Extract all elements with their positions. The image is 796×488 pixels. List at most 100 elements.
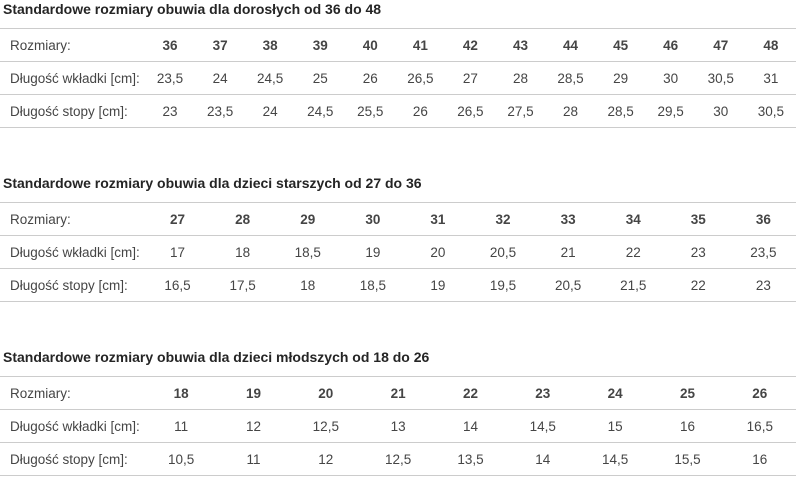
value-cell: 12,5 bbox=[312, 418, 339, 434]
row-label-cell: Długość wkładki [cm]: bbox=[10, 244, 140, 260]
value-cell: 48 bbox=[763, 37, 779, 53]
value-cell: 24,5 bbox=[257, 70, 284, 86]
value-cell: 26,5 bbox=[407, 70, 434, 86]
row-label-cell: Długość wkładki [cm]: bbox=[10, 418, 140, 434]
value-cell: 36 bbox=[162, 37, 178, 53]
value-cell: 30,5 bbox=[707, 70, 734, 86]
value-cell: 43 bbox=[512, 37, 528, 53]
value-cell: 37 bbox=[212, 37, 228, 53]
value-cell: 31 bbox=[430, 211, 446, 227]
value-cell: 18,5 bbox=[359, 277, 386, 293]
shoe-size-charts-page: Standardowe rozmiary obuwia dla dorosłyc… bbox=[0, 1, 796, 476]
value-cell: 34 bbox=[625, 211, 641, 227]
value-cell: 19,5 bbox=[489, 277, 517, 293]
value-cell: 12 bbox=[318, 451, 334, 467]
value-cell: 35 bbox=[690, 211, 706, 227]
row-label-cell: Długość stopy [cm]: bbox=[10, 451, 128, 467]
value-cell: 20 bbox=[318, 385, 334, 401]
value-cell: 23 bbox=[755, 277, 771, 293]
value-cell: 19 bbox=[245, 385, 261, 401]
table-row: Długość wkładki [cm]: 23,5 24 24,5 25 26 26,5 2… bbox=[0, 61, 796, 95]
table-row: Długość stopy [cm]: 10,5 11 12 12,5 13,5 14 14,… bbox=[0, 442, 796, 476]
value-cell: 23 bbox=[690, 244, 706, 260]
table-row: Długość stopy [cm]: 23 23,5 24 24,5 25,5 26 26,… bbox=[0, 94, 796, 128]
value-cell: 33 bbox=[560, 211, 576, 227]
value-cell: 26 bbox=[412, 103, 428, 119]
sizes-header-row: Rozmiary: 18 19 20 21 22 23 24 25 26 bbox=[0, 376, 796, 410]
value-cell: 16 bbox=[752, 451, 768, 467]
size-table-section: Standardowe rozmiary obuwia dla dzieci s… bbox=[0, 175, 796, 302]
row-label-cell: Rozmiary: bbox=[10, 211, 71, 227]
value-cell: 27,5 bbox=[507, 103, 534, 119]
value-cell: 23,5 bbox=[156, 70, 184, 86]
value-cell: 22 bbox=[690, 277, 706, 293]
value-cell: 16 bbox=[679, 418, 695, 434]
value-cell: 24 bbox=[607, 385, 623, 401]
row-label-cell: Długość stopy [cm]: bbox=[10, 103, 128, 119]
value-cell: 18 bbox=[235, 244, 251, 260]
value-cell: 26 bbox=[752, 385, 768, 401]
row-label-cell: Rozmiary: bbox=[10, 37, 71, 53]
value-cell: 40 bbox=[362, 37, 378, 53]
value-cell: 25 bbox=[679, 385, 695, 401]
row-label-cell: Długość stopy [cm]: bbox=[10, 277, 128, 293]
value-cell: 14 bbox=[535, 451, 551, 467]
table-row: Długość stopy [cm]: 16,5 17,5 18 18,5 19 19,5 2… bbox=[0, 268, 796, 302]
sizes-header-row: Rozmiary: 27 28 29 30 31 32 33 34 35 36 bbox=[0, 202, 796, 236]
value-cell: 25 bbox=[312, 70, 328, 86]
value-cell: 29 bbox=[300, 211, 316, 227]
value-cell: 46 bbox=[663, 37, 679, 53]
sizes-header-row: Rozmiary: 36 37 38 39 40 41 42 43 44 45 46 47 48 bbox=[0, 28, 796, 62]
value-cell: 32 bbox=[495, 211, 511, 227]
value-cell: 28 bbox=[563, 103, 579, 119]
row-label-cell: Długość wkładki [cm]: bbox=[10, 70, 140, 86]
value-cell: 23 bbox=[162, 103, 178, 119]
value-cell: 28,5 bbox=[607, 103, 634, 119]
value-cell: 17 bbox=[170, 244, 186, 260]
value-cell: 14 bbox=[462, 418, 478, 434]
value-cell: 19 bbox=[365, 244, 381, 260]
value-cell: 28 bbox=[512, 70, 528, 86]
value-cell: 30,5 bbox=[757, 103, 785, 119]
value-cell: 24 bbox=[212, 70, 228, 86]
value-cell: 30 bbox=[713, 103, 729, 119]
value-cell: 20,5 bbox=[489, 244, 517, 260]
value-cell: 12,5 bbox=[385, 451, 412, 467]
value-cell: 14,5 bbox=[529, 418, 556, 434]
value-cell: 15,5 bbox=[674, 451, 701, 467]
value-cell: 22 bbox=[462, 385, 478, 401]
value-cell: 26,5 bbox=[457, 103, 484, 119]
value-cell: 25,5 bbox=[357, 103, 384, 119]
value-cell: 13 bbox=[390, 418, 406, 434]
size-table-section: Standardowe rozmiary obuwia dla dorosłyc… bbox=[0, 1, 796, 128]
value-cell: 24 bbox=[262, 103, 278, 119]
value-cell: 29 bbox=[613, 70, 629, 86]
size-table: Rozmiary: 27 28 29 30 31 32 33 34 35 36 Długość wkł… bbox=[0, 202, 796, 302]
value-cell: 41 bbox=[412, 37, 428, 53]
value-cell: 23,5 bbox=[750, 244, 777, 260]
value-cell: 20,5 bbox=[554, 277, 582, 293]
table-row: Długość wkładki [cm]: 17 18 18,5 19 20 20,5 21 2… bbox=[0, 235, 796, 269]
size-table: Rozmiary: 18 19 20 21 22 23 24 25 26 Długość wkład… bbox=[0, 376, 796, 476]
section-title: Standardowe rozmiary obuwia dla dorosłyc… bbox=[3, 1, 382, 17]
value-cell: 10,5 bbox=[168, 451, 195, 467]
value-cell: 21 bbox=[390, 385, 406, 401]
value-cell: 14,5 bbox=[601, 451, 629, 467]
value-cell: 23 bbox=[535, 385, 551, 401]
size-table: Rozmiary: 36 37 38 39 40 41 42 43 44 45 46 47 48 Długo… bbox=[0, 28, 796, 128]
value-cell: 13,5 bbox=[457, 451, 484, 467]
value-cell: 45 bbox=[613, 37, 629, 53]
value-cell: 42 bbox=[462, 37, 478, 53]
value-cell: 18 bbox=[173, 385, 189, 401]
value-cell: 21 bbox=[560, 244, 576, 260]
value-cell: 27 bbox=[170, 211, 186, 227]
row-label-cell: Rozmiary: bbox=[10, 385, 71, 401]
section-title: Standardowe rozmiary obuwia dla dzieci s… bbox=[3, 175, 422, 191]
value-cell: 44 bbox=[563, 37, 579, 53]
value-cell: 22 bbox=[625, 244, 641, 260]
table-row: Długość wkładki [cm]: 11 12 12,5 13 14 14,5 15 1… bbox=[0, 409, 796, 443]
value-cell: 23,5 bbox=[206, 103, 234, 119]
value-cell: 21,5 bbox=[620, 277, 647, 293]
value-cell: 16,5 bbox=[164, 277, 191, 293]
value-cell: 26 bbox=[362, 70, 378, 86]
